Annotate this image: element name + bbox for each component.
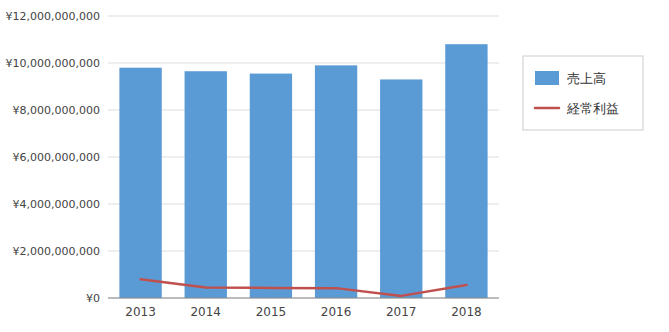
legend-frame <box>523 56 643 130</box>
bar <box>445 44 487 298</box>
grid <box>108 16 499 298</box>
y-tick-label: ¥2,000,000,000 <box>13 245 100 258</box>
plot-area <box>119 44 487 298</box>
grid-line <box>108 204 499 205</box>
y-tick-label: ¥8,000,000,000 <box>13 104 100 117</box>
grid-line <box>108 110 499 111</box>
bar <box>380 79 422 298</box>
chart: ¥0 ¥2,000,000,000 ¥4,000,000,000 ¥6,000,000… <box>0 0 669 332</box>
bar <box>315 65 357 298</box>
y-tick-label: ¥10,000,000,000 <box>6 57 100 70</box>
grid-line <box>108 298 499 299</box>
x-axis-line <box>108 298 499 299</box>
x-tick-label: 2018 <box>451 305 482 319</box>
bar <box>185 71 227 298</box>
x-tick-label: 2017 <box>386 305 417 319</box>
x-axis: 2013 2014 2015 2016 2017 2018 <box>108 298 499 319</box>
y-axis: ¥0 ¥2,000,000,000 ¥4,000,000,000 ¥6,000,000… <box>6 10 100 305</box>
legend-swatch <box>535 71 559 85</box>
y-tick-label: ¥12,000,000,000 <box>6 10 100 23</box>
legend-label: 経常利益 <box>566 101 619 116</box>
grid-line <box>108 63 499 64</box>
grid-line <box>108 157 499 158</box>
legend-label: 売上高 <box>567 71 606 86</box>
y-tick-label: ¥4,000,000,000 <box>13 198 100 211</box>
grid-line <box>108 16 499 17</box>
x-tick-label: 2015 <box>256 305 287 319</box>
grid-line <box>108 251 499 252</box>
line <box>141 279 467 296</box>
bar <box>119 68 161 298</box>
legend-swatch <box>535 107 559 110</box>
y-tick-label: ¥6,000,000,000 <box>13 151 100 164</box>
legend: 売上高経常利益 <box>523 56 643 130</box>
bar <box>250 74 292 298</box>
y-tick-label: ¥0 <box>86 292 100 305</box>
x-tick-label: 2013 <box>125 305 156 319</box>
x-tick-label: 2014 <box>190 305 221 319</box>
x-tick-label: 2016 <box>321 305 352 319</box>
